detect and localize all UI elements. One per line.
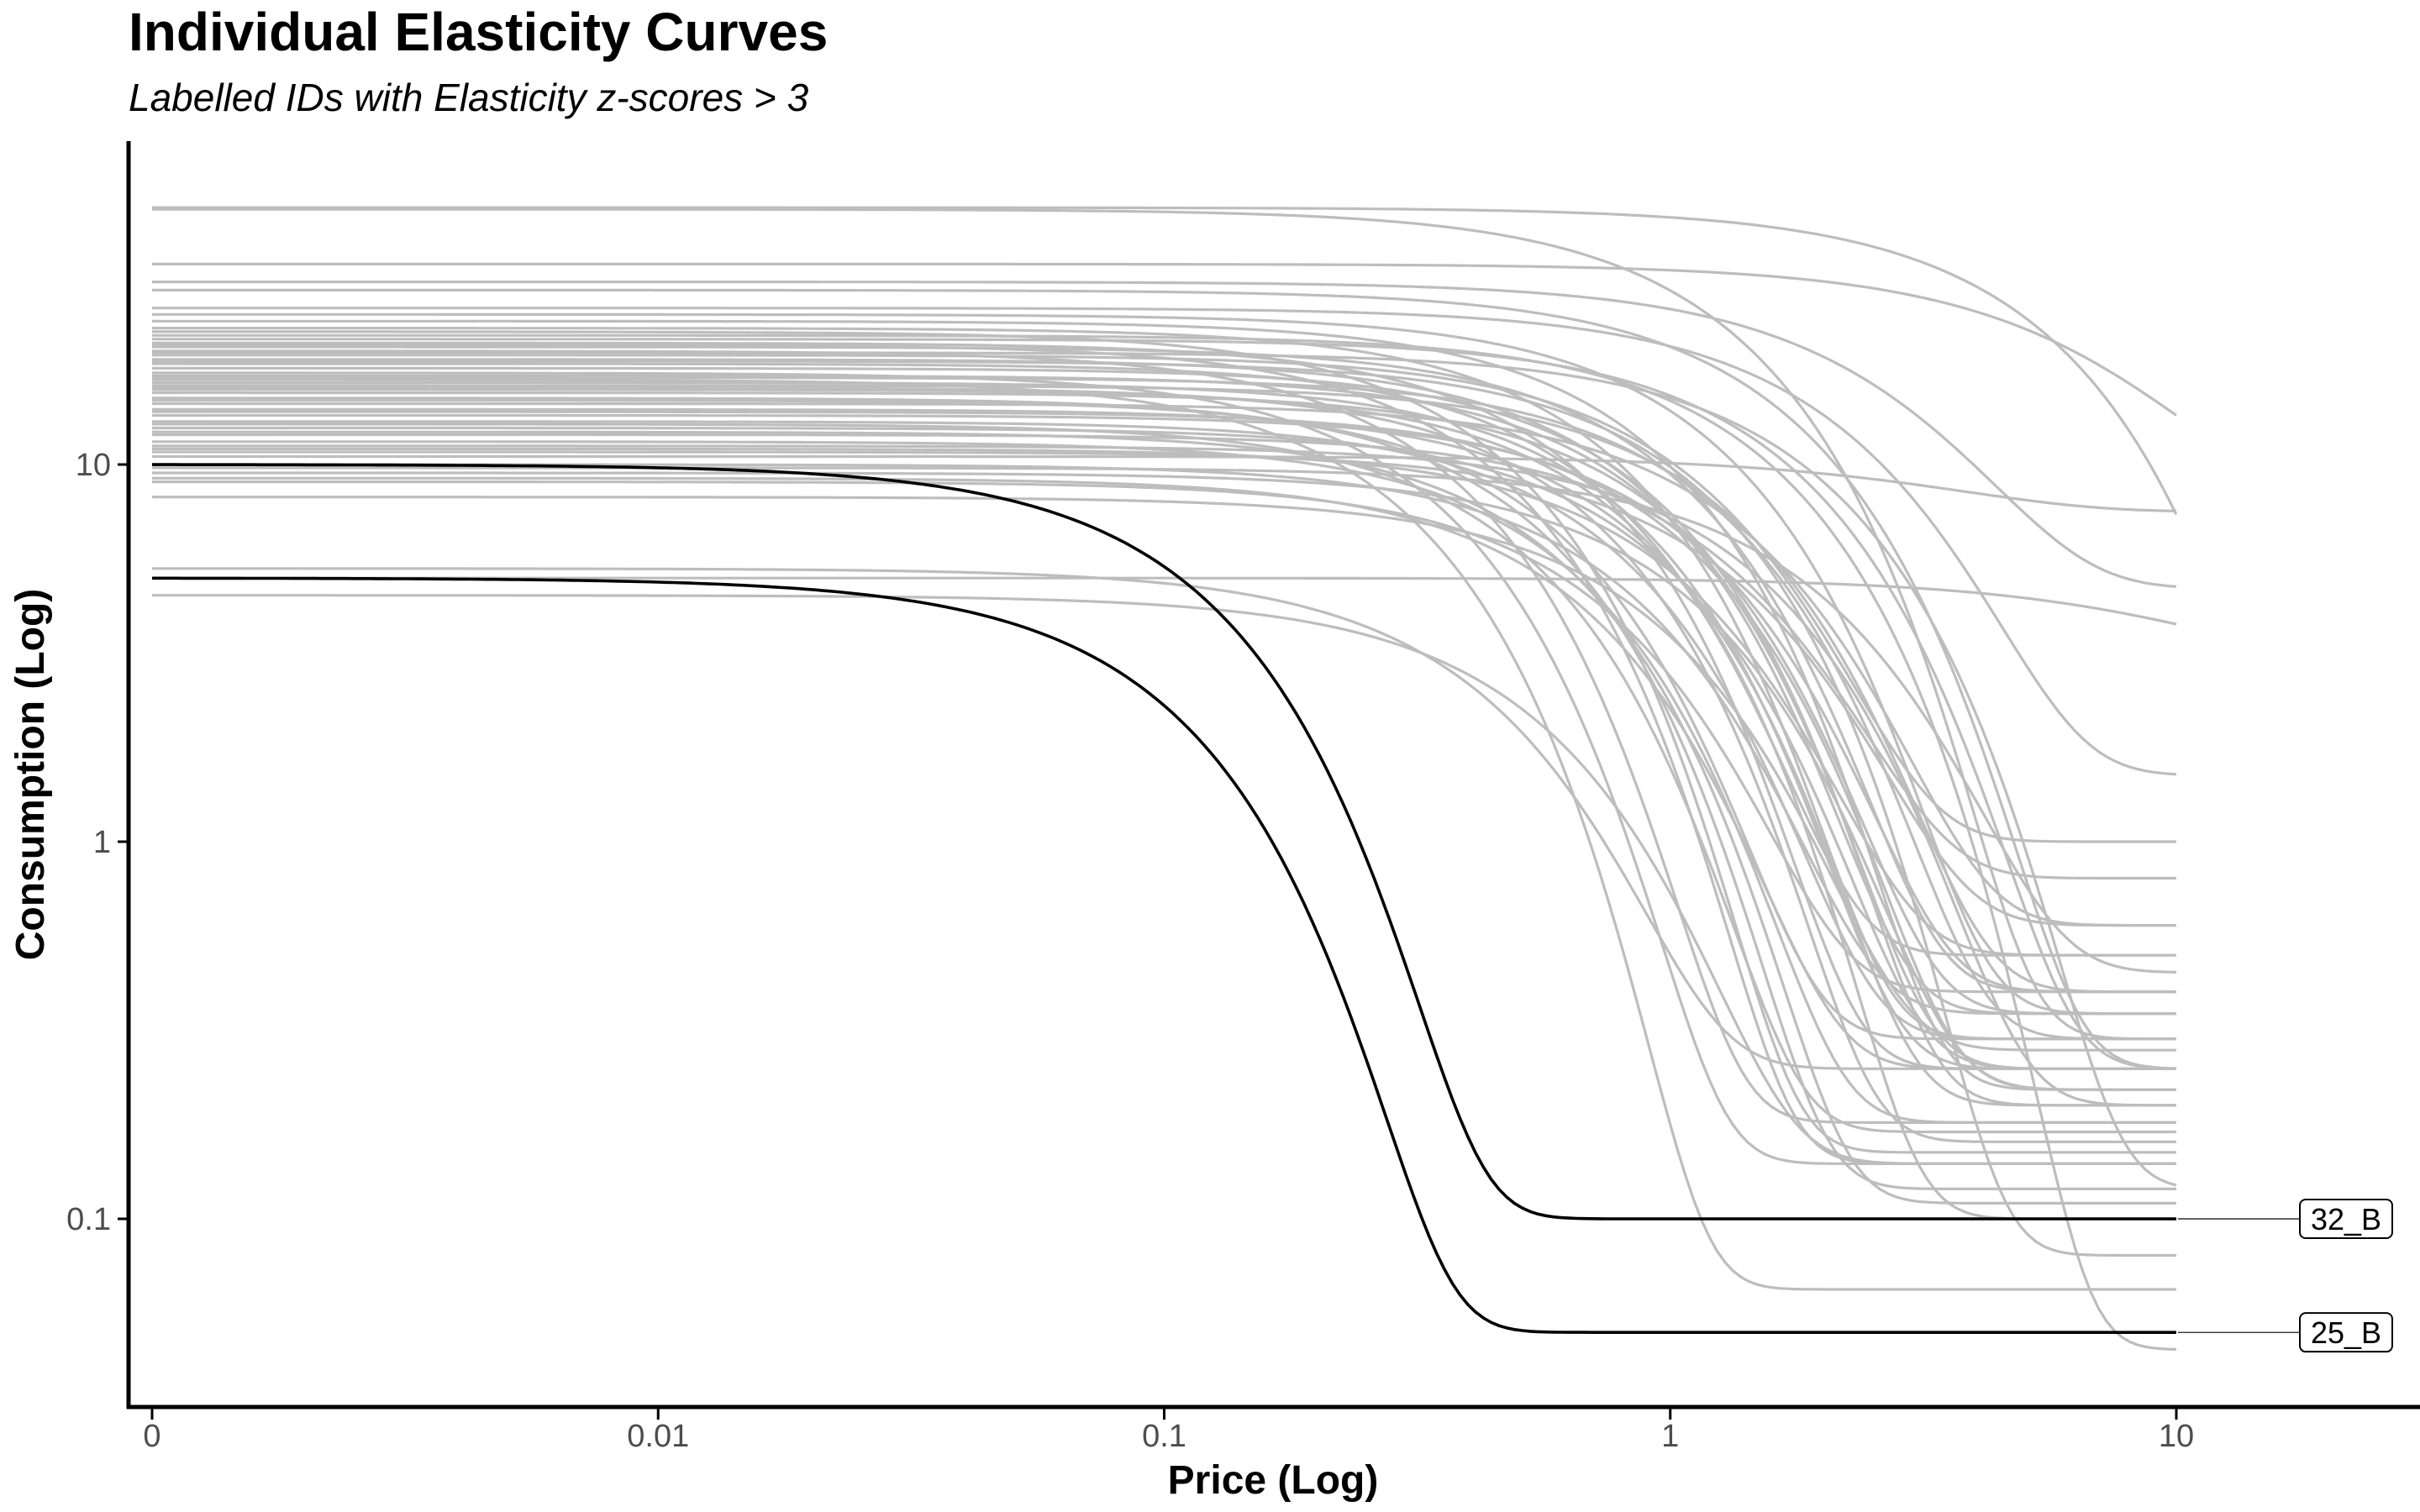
y-ticks: 0.1 1 10 bbox=[66, 448, 129, 1237]
series-line-45 bbox=[152, 476, 2176, 1070]
series-line-29 bbox=[152, 440, 2176, 1124]
series-line-4 bbox=[152, 281, 2177, 588]
series-line-38 bbox=[152, 338, 2177, 1070]
series-line-1 bbox=[152, 206, 2178, 516]
series-line-5 bbox=[152, 288, 2177, 1070]
highlight-line-32-b bbox=[152, 463, 2176, 1221]
series-line-49 bbox=[152, 388, 2176, 1221]
x-tick-label: 0 bbox=[143, 1419, 160, 1454]
series-line-31 bbox=[152, 454, 2177, 512]
y-tick-label: 10 bbox=[76, 448, 111, 483]
series-line-2 bbox=[152, 207, 2176, 1041]
series-line-25 bbox=[152, 413, 2176, 994]
x-tick-label: 0.01 bbox=[627, 1419, 689, 1454]
series-line-22 bbox=[152, 396, 2176, 1190]
series-line-30 bbox=[152, 447, 2176, 957]
series-line-21 bbox=[152, 391, 2176, 1016]
x-tick-label: 10 bbox=[2159, 1419, 2194, 1454]
series-line-48 bbox=[152, 360, 2176, 1257]
series-line-40 bbox=[152, 351, 2177, 1187]
series-line-37 bbox=[152, 444, 2176, 1107]
series-line-55 bbox=[152, 343, 2176, 1165]
series-line-46 bbox=[152, 384, 2176, 994]
chart-title: Individual Elasticity Curves bbox=[129, 2, 828, 62]
series-line-8 bbox=[152, 327, 2176, 1041]
series-label-25-b: 25_B bbox=[2311, 1315, 2381, 1350]
label-box-32-b bbox=[2299, 1199, 2393, 1239]
y-axis-title: Consumption (Log) bbox=[8, 589, 53, 961]
x-tick-label: 1 bbox=[1661, 1419, 1679, 1454]
highlight-line-25-b bbox=[152, 576, 2176, 1334]
series-line-3 bbox=[152, 262, 2177, 417]
series-line-50 bbox=[152, 333, 2177, 1351]
series-line-44 bbox=[152, 450, 2176, 927]
series-line-41 bbox=[152, 374, 2176, 1070]
series-line-11 bbox=[152, 345, 2176, 994]
y-tick-label: 1 bbox=[93, 825, 111, 860]
series-line-7 bbox=[152, 319, 2176, 1091]
series-line-35 bbox=[152, 496, 2176, 1052]
series-layer bbox=[152, 206, 2178, 1351]
series-line-36 bbox=[152, 466, 2177, 974]
label-box-25-b bbox=[2299, 1312, 2393, 1353]
y-tick-label: 0.1 bbox=[66, 1202, 111, 1237]
series-line-27 bbox=[152, 426, 2176, 1070]
chart-subtitle: Labelled IDs with Elasticity z-scores > … bbox=[129, 76, 809, 119]
x-ticks: 0 0.01 0.1 1 10 bbox=[143, 1409, 2194, 1454]
series-line-39 bbox=[152, 307, 2177, 776]
series-line-34 bbox=[152, 480, 2176, 994]
x-tick-label: 0.1 bbox=[1142, 1419, 1186, 1454]
series-line-51 bbox=[152, 567, 2176, 1070]
series-line-56 bbox=[152, 430, 2176, 1205]
series-line-42 bbox=[152, 399, 2176, 1041]
label-layer: 32_B 25_B bbox=[2178, 1199, 2393, 1353]
series-line-52 bbox=[152, 576, 2177, 626]
series-line-54 bbox=[152, 378, 2176, 1291]
series-line-47 bbox=[152, 410, 2176, 1091]
series-line-9 bbox=[152, 330, 2176, 1154]
series-label-32-b: 32_B bbox=[2311, 1202, 2381, 1236]
x-axis-title: Price (Log) bbox=[1168, 1458, 1379, 1503]
series-line-53 bbox=[152, 594, 2176, 1165]
series-line-43 bbox=[152, 423, 2176, 1134]
